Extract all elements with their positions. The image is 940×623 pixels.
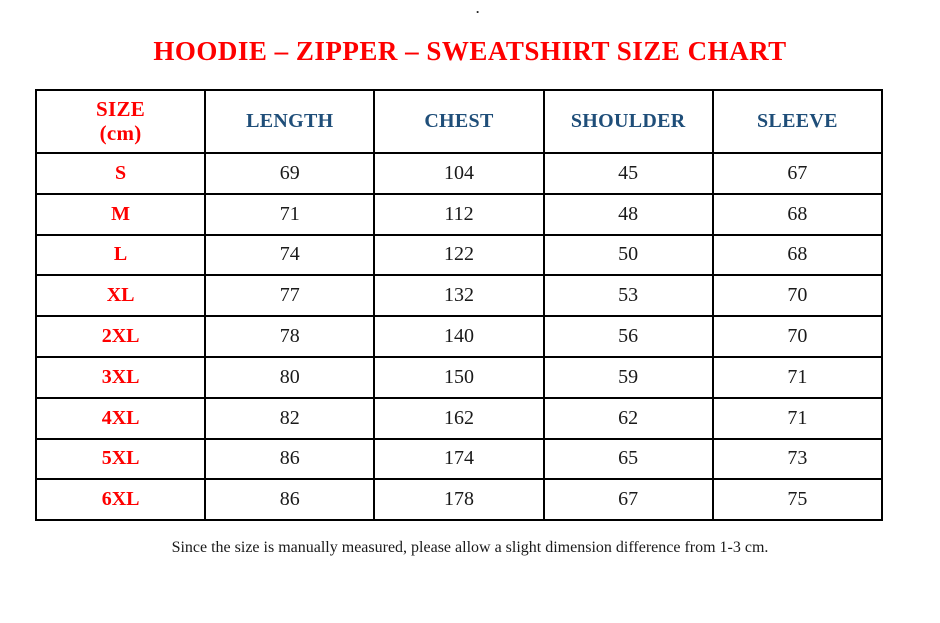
measurement-cell: 69: [204, 152, 376, 195]
size-label-cell: S: [34, 152, 207, 195]
measurement-cell: 122: [373, 233, 545, 277]
measurement-cell: 45: [542, 152, 714, 195]
measurement-cell: 75: [711, 478, 884, 522]
measurement-cell: 104: [373, 152, 545, 195]
measurement-cell: 77: [204, 274, 376, 318]
measurement-cell: 65: [542, 437, 714, 481]
measurement-cell: 71: [204, 192, 376, 236]
measurement-cell: 86: [204, 437, 376, 481]
measurement-cell: 174: [373, 437, 545, 481]
size-label-cell: M: [34, 192, 207, 236]
column-header-size: SIZE (cm): [34, 89, 207, 154]
size-label-cell: 4XL: [34, 396, 207, 440]
measurement-cell: 140: [373, 315, 545, 358]
measurement-cell: 74: [204, 233, 376, 277]
measurement-cell: 59: [542, 355, 714, 399]
size-header-line1: SIZE: [96, 97, 146, 122]
size-chart-table: SIZE (cm) LENGTH CHEST SHOULDER SLEEVE S…: [34, 89, 884, 522]
column-header-chest: CHEST: [373, 89, 545, 154]
measurement-cell: 70: [711, 274, 884, 318]
measurement-cell: 68: [711, 233, 884, 277]
size-label-cell: 5XL: [34, 437, 207, 481]
measurement-cell: 56: [542, 315, 714, 358]
measurement-cell: 48: [542, 192, 714, 236]
measurement-cell: 82: [204, 396, 376, 440]
measurement-cell: 68: [711, 192, 884, 236]
column-header-length: LENGTH: [204, 89, 376, 154]
size-header-line2: (cm): [99, 120, 142, 145]
measurement-cell: 62: [542, 396, 714, 440]
table-row: 5XL 86 174 65 73: [34, 437, 884, 481]
measurement-cell: 50: [542, 233, 714, 277]
table-row: M 71 112 48 68: [34, 192, 884, 236]
measurement-cell: 78: [204, 315, 376, 358]
measurement-cell: 73: [711, 437, 884, 481]
size-label-cell: L: [34, 233, 207, 277]
header-row: SIZE (cm) LENGTH CHEST SHOULDER SLEEVE: [34, 89, 884, 154]
measurement-cell: 86: [204, 478, 376, 522]
measurement-cell: 132: [373, 274, 545, 318]
table-row: 4XL 82 162 62 71: [34, 396, 884, 440]
measurement-cell: 67: [542, 478, 714, 522]
size-label-cell: XL: [34, 274, 207, 318]
measurement-cell: 112: [373, 192, 545, 236]
measurement-cell: 162: [373, 396, 545, 440]
table-row: S 69 104 45 67: [34, 152, 884, 195]
measurement-cell: 71: [711, 355, 884, 399]
table-row: XL 77 132 53 70: [34, 274, 884, 318]
size-label-cell: 6XL: [34, 478, 207, 522]
table-row: 6XL 86 178 67 75: [34, 478, 884, 522]
column-header-sleeve: SLEEVE: [711, 89, 884, 154]
measurement-cell: 150: [373, 355, 545, 399]
stray-period-mark: .: [476, 1, 480, 16]
measurement-cell: 70: [711, 315, 884, 358]
size-label-cell: 3XL: [34, 355, 207, 399]
measurement-cell: 178: [373, 478, 545, 522]
page-title: HOODIE – ZIPPER – SWEATSHIRT SIZE CHART: [153, 36, 787, 66]
column-header-shoulder: SHOULDER: [542, 89, 714, 154]
measurement-cell: 71: [711, 396, 884, 440]
measurement-cell: 80: [204, 355, 376, 399]
measurement-cell: 67: [711, 152, 884, 195]
measurement-cell: 53: [542, 274, 714, 318]
size-table-body: S 69 104 45 67 M 71 112 48 68 L 74 122 50 68 XL 77 132 53 7…: [34, 152, 884, 522]
table-row: L 74 122 50 68: [34, 233, 884, 277]
size-label-cell: 2XL: [34, 315, 207, 358]
table-row: 3XL 80 150 59 71: [34, 355, 884, 399]
measurement-disclaimer: Since the size is manually measured, ple…: [171, 539, 769, 557]
table-row: 2XL 78 140 56 70: [34, 315, 884, 358]
